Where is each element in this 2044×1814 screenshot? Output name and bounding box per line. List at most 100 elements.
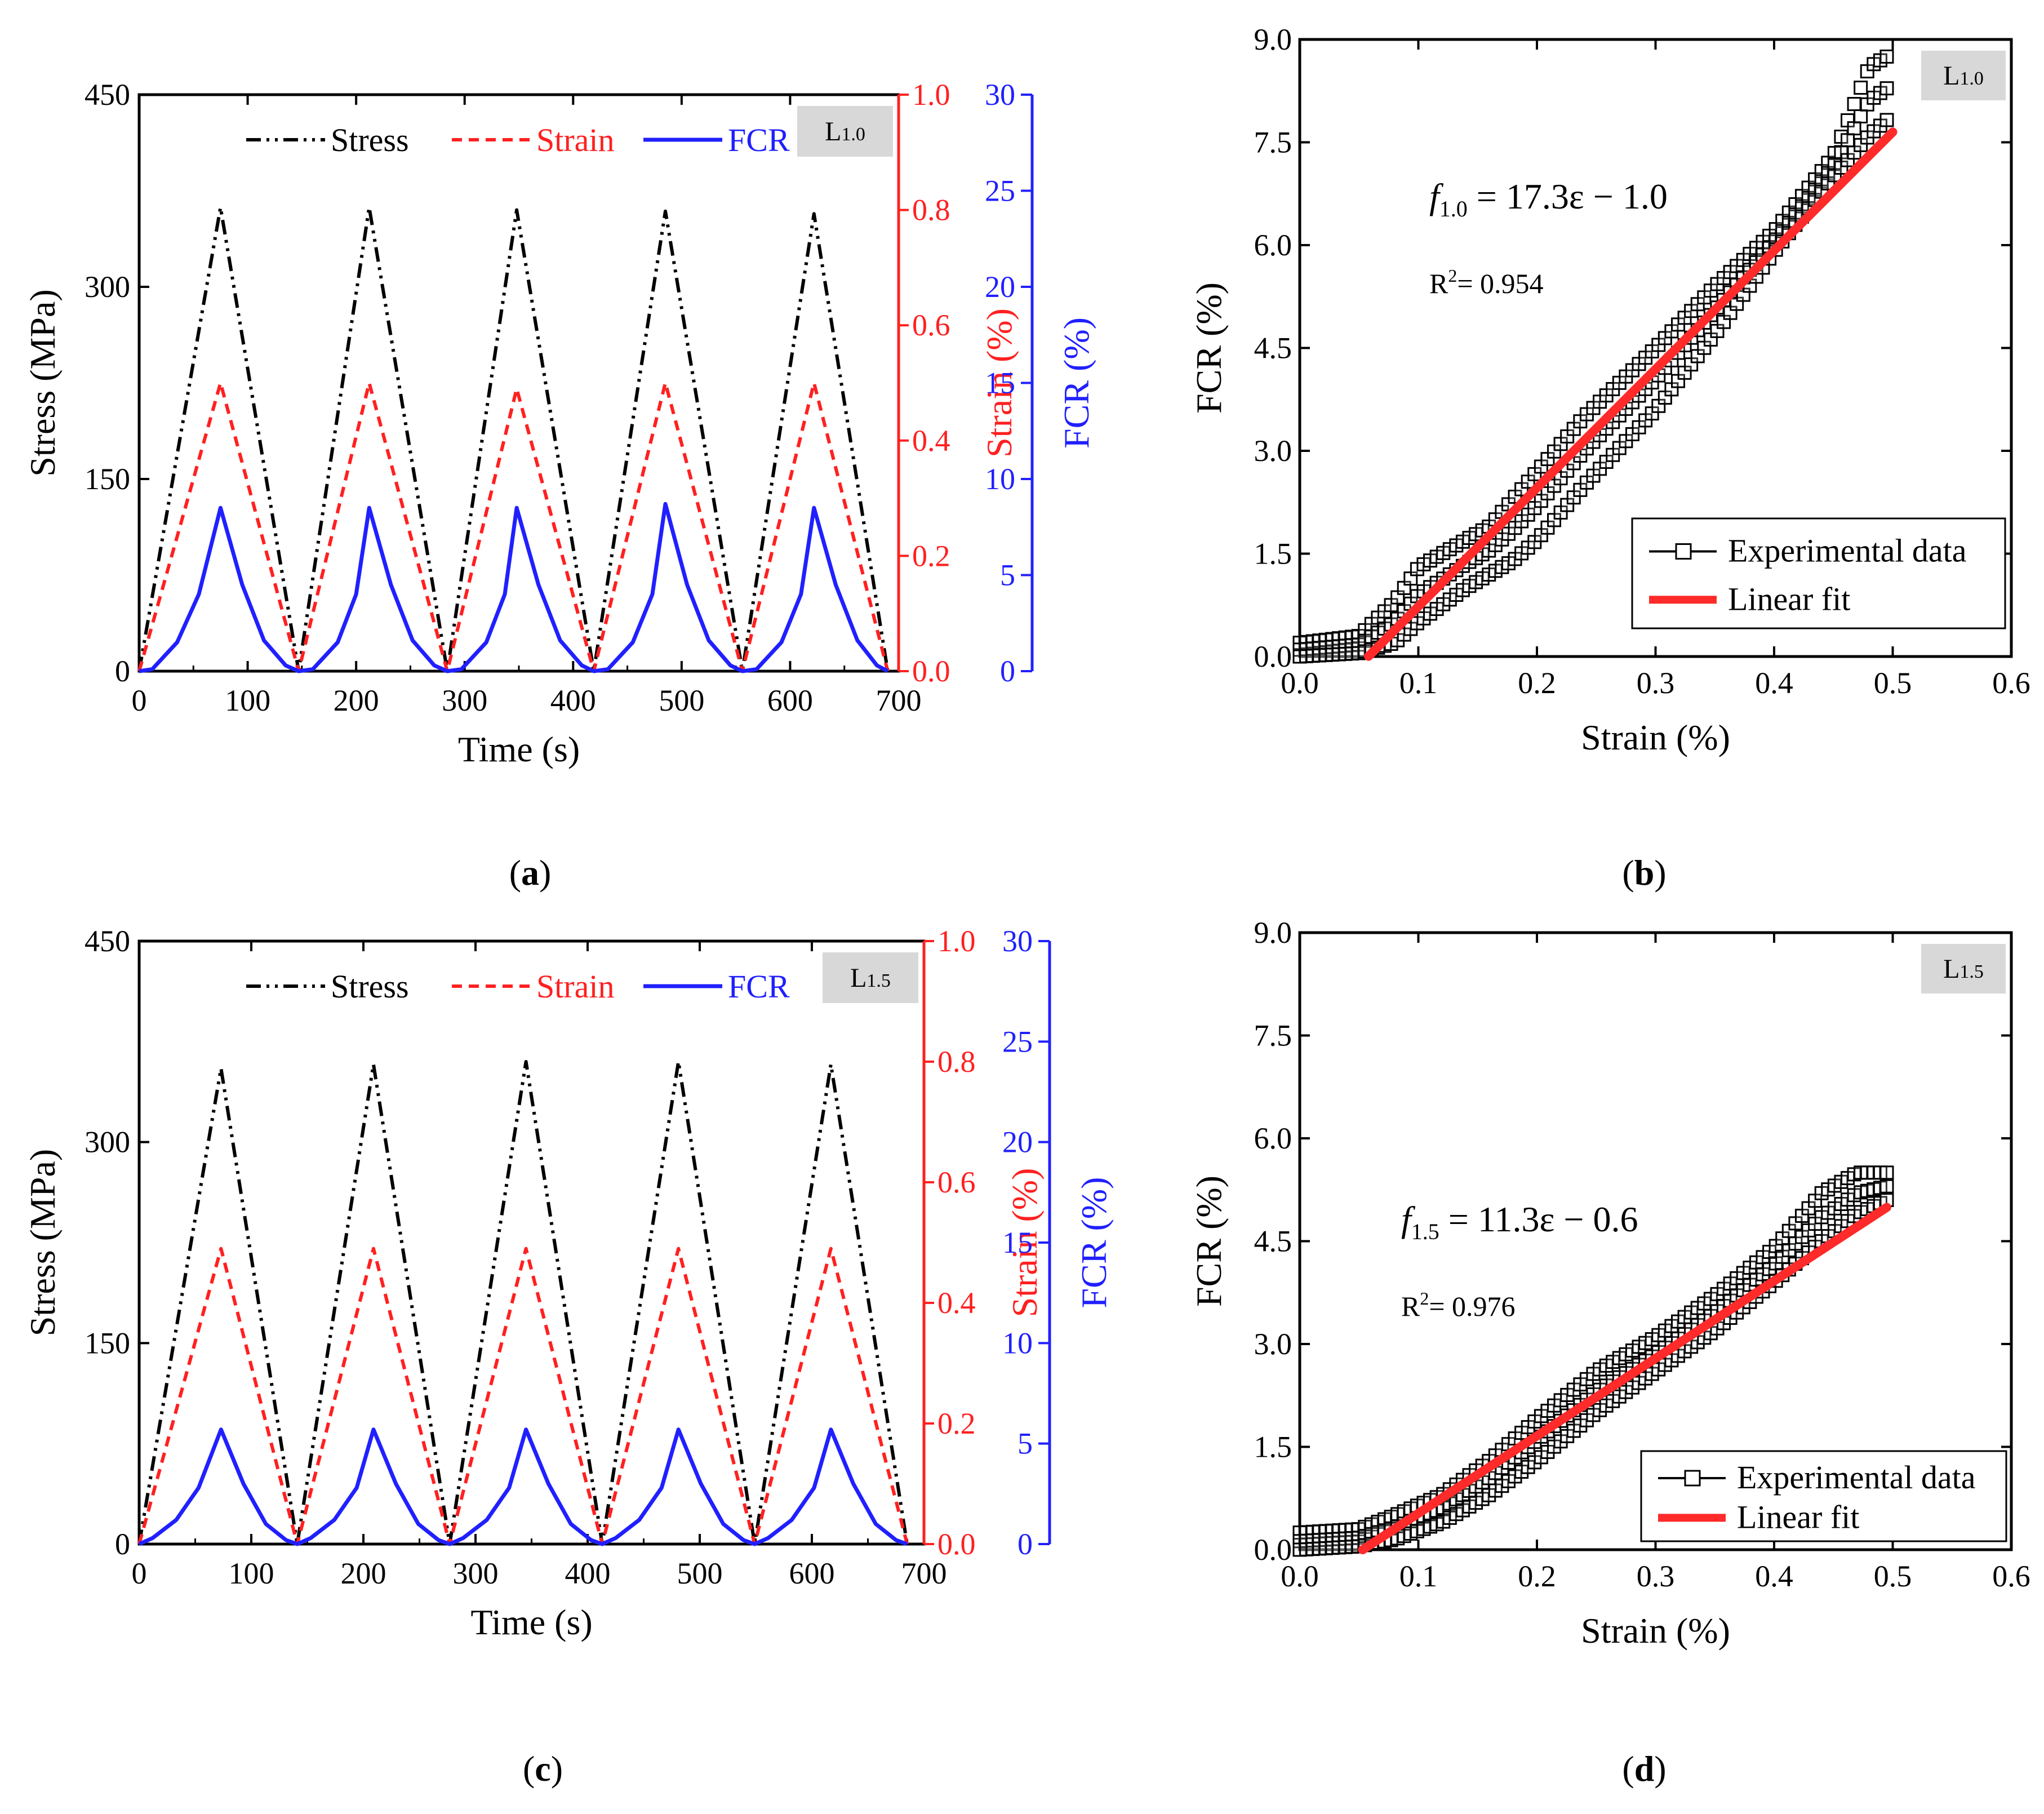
strain-axis-title: Strain (%) [1005, 1168, 1045, 1318]
x-tick-label: 0.2 [1518, 1559, 1556, 1593]
x-tick-label: 200 [341, 1556, 386, 1590]
panel-label: (b) [1622, 853, 1666, 893]
experimental-point [1879, 81, 1894, 96]
strain-tick-label: 0.0 [912, 654, 950, 688]
plot-frame [137, 93, 900, 673]
legend-experimental-marker [1675, 543, 1692, 560]
stress-tick-label: 150 [85, 462, 130, 496]
legend-box [1640, 1450, 2007, 1542]
series-fcr-line [139, 502, 889, 673]
strain-tick-label: 0.8 [912, 193, 950, 227]
x-tick-label: 300 [453, 1556, 499, 1590]
y-tick-label: 1.5 [1254, 1430, 1292, 1464]
x-tick-label: 0.5 [1874, 666, 1912, 700]
x-tick-label: 600 [789, 1556, 835, 1590]
strain-tick-label: 1.0 [937, 924, 976, 958]
fcr-tick-label: 15 [1002, 1226, 1033, 1259]
x-tick-label: 700 [901, 1556, 947, 1590]
y-tick-label: 9.0 [1254, 23, 1292, 56]
stress-tick-label: 300 [85, 1125, 130, 1159]
x-tick-label: 0.4 [1755, 1559, 1793, 1593]
y-axis-title: FCR (%) [1189, 1176, 1229, 1307]
panel-label: (d) [1622, 1749, 1666, 1789]
fcr-tick-label: 0 [1000, 654, 1015, 688]
y-tick-label: 6.0 [1254, 228, 1292, 262]
series-strain-line [137, 381, 890, 673]
fit-equation: f1.5 = 11.3ε − 0.6 [1401, 1199, 1638, 1244]
x-tick-label: 0.6 [1992, 1559, 2030, 1593]
r-squared: R2= 0.954 [1429, 265, 1544, 299]
strain-tick-label: 0.8 [937, 1045, 976, 1079]
strain-tick-label: 0.4 [912, 424, 950, 458]
specimen-tag-box [797, 106, 893, 157]
strain-tick-label: 0.6 [937, 1165, 976, 1199]
x-tick-label: 200 [334, 684, 379, 717]
strain-tick-label: 1.0 [912, 78, 950, 112]
experimental-point [1879, 1165, 1894, 1180]
x-tick-label: 300 [442, 684, 487, 717]
specimen-tag: L1.0 [825, 117, 865, 147]
legend-box [1631, 517, 2006, 629]
experimental-point [1854, 109, 1868, 123]
specimen-tag-box [1921, 51, 2006, 100]
legend-experimental-marker [1684, 1470, 1701, 1487]
experimental-point [1879, 113, 1894, 127]
fcr-tick-label: 20 [1002, 1125, 1033, 1159]
plot-frame [137, 939, 926, 1546]
x-tick-label: 700 [876, 684, 922, 717]
fcr-tick-label: 10 [1002, 1326, 1033, 1360]
series-fcr-line [138, 1427, 908, 1546]
x-tick-label: 0.0 [1281, 1559, 1319, 1593]
strain-tick-label: 0.2 [937, 1407, 976, 1440]
x-tick-label: 0.4 [1755, 666, 1793, 700]
legend-stress-label: Stress [331, 122, 409, 158]
x-tick-label: 0 [132, 684, 147, 717]
legend-fcr-label: FCR [728, 968, 790, 1005]
x-tick-label: 100 [225, 684, 270, 717]
fcr-tick-label: 30 [1002, 924, 1033, 958]
x-tick-label: 0.6 [1992, 666, 2030, 700]
x-tick-label: 0.1 [1399, 1559, 1438, 1593]
fcr-tick-label: 15 [985, 366, 1015, 400]
y-axis-title: FCR (%) [1189, 282, 1229, 414]
fcr-tick-label: 25 [1002, 1024, 1033, 1058]
fcr-tick-label: 25 [985, 174, 1015, 208]
y-tick-label: 7.5 [1254, 1019, 1292, 1053]
stress-tick-label: 0 [115, 654, 130, 688]
fcr-tick-label: 30 [985, 78, 1015, 112]
x-tick-label: 0.2 [1518, 666, 1556, 700]
experimental-point [1841, 133, 1855, 148]
experimental-data-markers [1292, 49, 1894, 664]
y-tick-label: 6.0 [1254, 1121, 1292, 1155]
x-tick-label: 0.5 [1874, 1559, 1912, 1593]
specimen-tag: L1.5 [850, 963, 891, 993]
series-stress-line [137, 1060, 909, 1546]
stress-axis-title: Stress (MPa) [23, 1149, 63, 1336]
x-axis-title: Strain (%) [1581, 717, 1730, 757]
fcr-axis-title: FCR (%) [1056, 317, 1096, 449]
x-tick-label: 100 [229, 1556, 274, 1590]
legend-strain-label: Strain [536, 968, 615, 1005]
stress-tick-label: 450 [85, 924, 130, 958]
y-tick-label: 1.5 [1254, 537, 1292, 571]
strain-tick-label: 0.0 [937, 1527, 976, 1561]
strain-tick-label: 0.4 [937, 1286, 976, 1320]
stress-axis-title: Stress (MPa) [23, 289, 63, 476]
stress-tick-label: 0 [115, 1527, 130, 1561]
x-tick-label: 0 [132, 1556, 147, 1590]
fcr-tick-label: 5 [1000, 558, 1015, 592]
x-tick-label: 0.3 [1637, 666, 1675, 700]
panel-label: (c) [523, 1749, 563, 1789]
y-tick-label: 0.0 [1254, 640, 1292, 673]
legend-fcr-label: FCR [728, 122, 790, 158]
series-strain-line [137, 1247, 909, 1546]
specimen-tag: L1.5 [1943, 954, 1984, 984]
x-tick-label: 600 [767, 684, 813, 717]
fcr-tick-label: 5 [1017, 1427, 1033, 1461]
experimental-point [1847, 97, 1861, 112]
y-tick-label: 4.5 [1254, 331, 1292, 365]
fcr-tick-label: 20 [985, 270, 1015, 304]
